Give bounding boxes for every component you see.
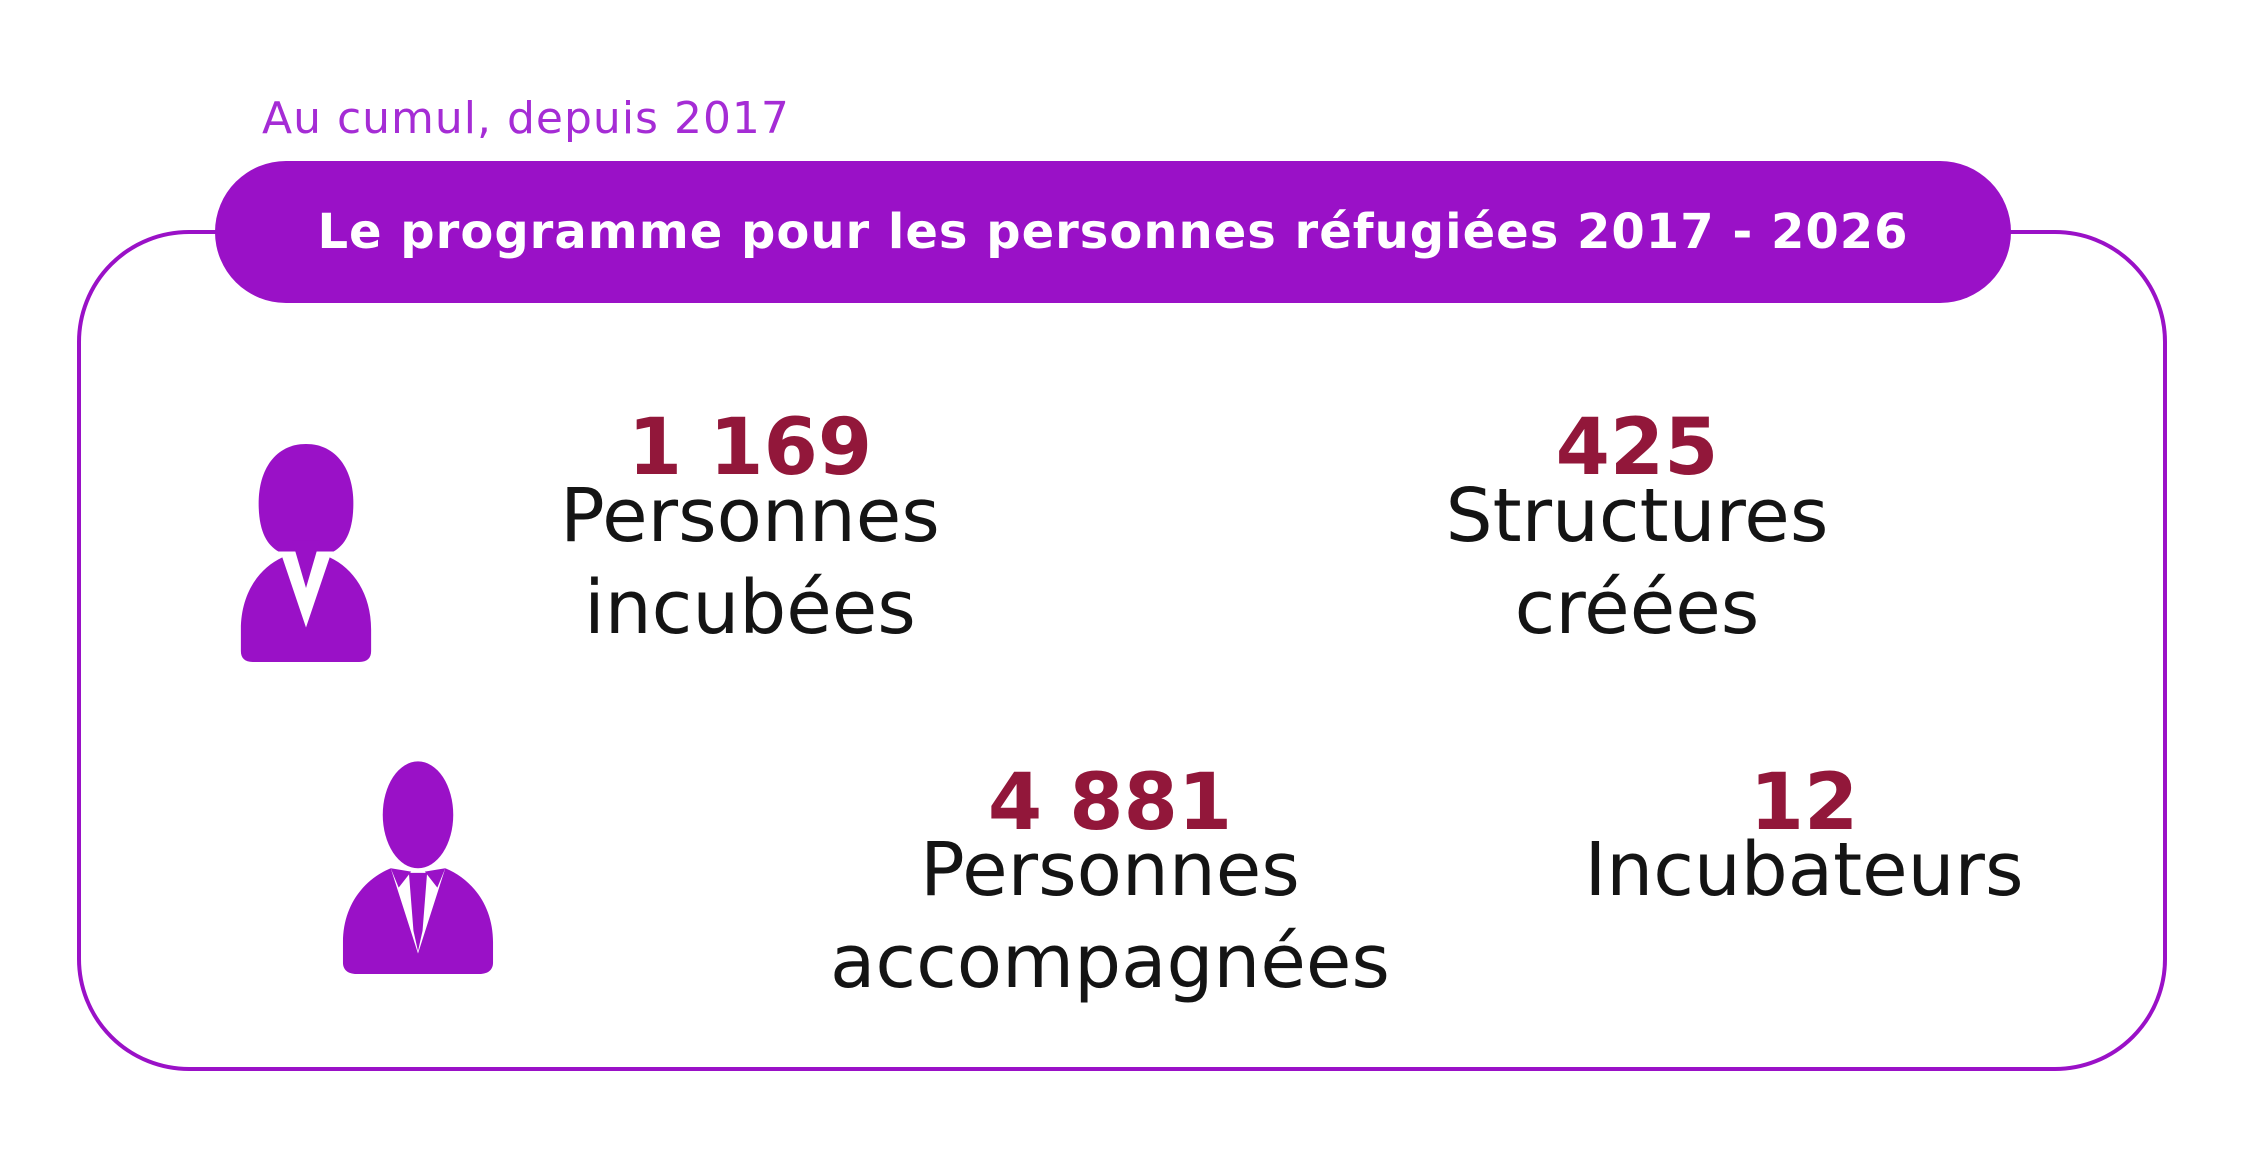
stat-value: 4 881 (987, 758, 1233, 848)
stat-label: Personnes accompagnées (830, 827, 1390, 1005)
stat-label: Incubateurs (1584, 827, 2024, 913)
program-banner: Le programme pour les personnes réfugiée… (215, 161, 2011, 303)
stat-value: 12 (1749, 758, 1859, 848)
subtitle: Au cumul, depuis 2017 (262, 93, 790, 144)
woman-icon (227, 440, 385, 662)
stat-value: 1 169 (627, 403, 873, 493)
man-icon (326, 758, 510, 974)
stat-label: Personnes incubées (560, 473, 940, 651)
stat-label: Structures créées (1445, 473, 1829, 651)
stat-value: 425 (1555, 403, 1719, 493)
banner-title: Le programme pour les personnes réfugiée… (317, 204, 1909, 260)
